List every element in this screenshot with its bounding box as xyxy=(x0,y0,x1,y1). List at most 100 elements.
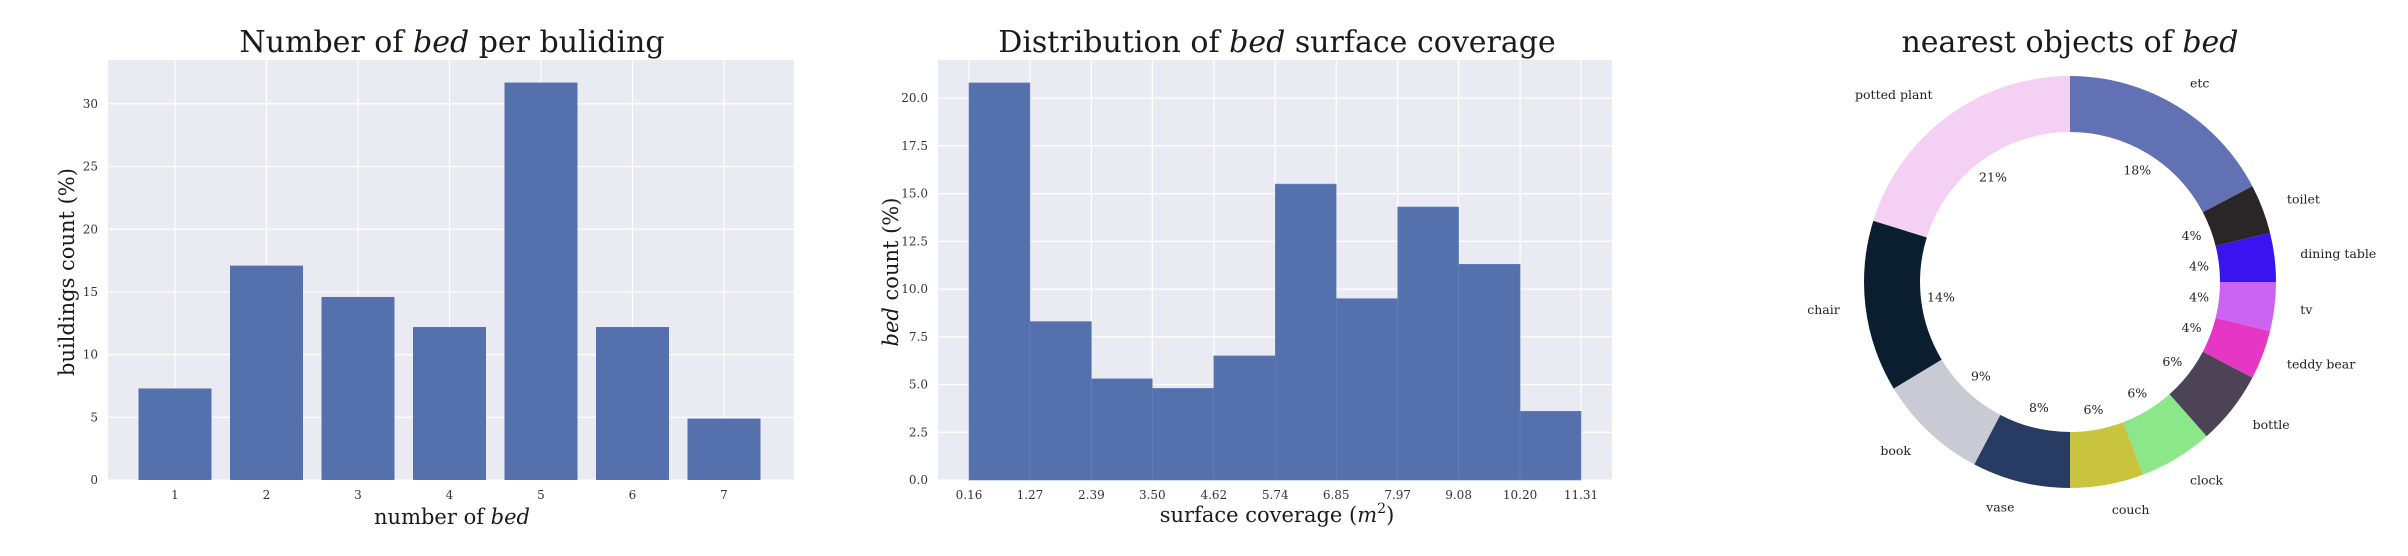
chart3-slice-percent: 14% xyxy=(1927,290,1955,305)
chart3-slice-percent: 18% xyxy=(2123,163,2151,178)
chart3-slice-label: etc xyxy=(2190,75,2209,90)
chart3-slice-label: toilet xyxy=(2287,192,2320,207)
chart2-bar xyxy=(1091,378,1153,481)
chart2-x-tick: 11.31 xyxy=(1564,488,1598,502)
chart3-slice-percent: 4% xyxy=(2182,228,2202,243)
chart2-y-ticks: 0.0 2.5 5.0 7.5 10.0 12.5 15.0 17.5 20.0 xyxy=(901,91,928,487)
chart1-bar xyxy=(138,388,212,480)
chart3-slice-label: vase xyxy=(1985,499,2014,514)
chart2-bar xyxy=(1274,183,1337,481)
chart2-x-tick: 2.39 xyxy=(1078,488,1105,502)
chart1-x-tick: 7 xyxy=(720,488,728,502)
chart3-slice xyxy=(1893,359,2001,465)
chart1-bar xyxy=(687,418,761,480)
chart3-slice-label: clock xyxy=(2190,473,2224,488)
chart3-slice-percent: 6% xyxy=(2127,385,2147,400)
chart2-y-tick: 5.0 xyxy=(909,378,928,392)
chart2-x-tick: 0.16 xyxy=(956,488,983,502)
chart2-y-axis-label: bed count (%) xyxy=(879,198,903,347)
chart3-slice-percent: 4% xyxy=(2189,290,2209,305)
chart2-bar xyxy=(1029,321,1092,481)
chart3-slice-label: tv xyxy=(2300,302,2313,317)
chart2-x-ticks: 0.16 1.27 2.39 3.50 4.62 5.74 6.85 7.97 9.08 10.2… xyxy=(956,488,1599,502)
chart-bed-per-building: Number of bed per buliding 051015202530 … xyxy=(55,25,794,529)
chart1-x-tick: 5 xyxy=(537,488,545,502)
chart3-slice xyxy=(2215,232,2276,282)
chart3-slice-percent: 6% xyxy=(2162,354,2182,369)
chart1-y-tick: 25 xyxy=(83,160,98,174)
chart3-slice xyxy=(1974,414,2070,488)
chart3-slice-labels: etc toilet dining table tv teddy bear bottle c… xyxy=(1807,75,2376,517)
chart2-title: Distribution of bed surface coverage xyxy=(998,25,1555,60)
chart3-slice-label: dining table xyxy=(2300,246,2376,261)
chart1-x-tick: 6 xyxy=(629,488,637,502)
chart2-y-tick: 20.0 xyxy=(901,91,928,105)
chart2-y-tick: 12.5 xyxy=(901,234,928,248)
chart2-bar xyxy=(1152,388,1215,481)
chart2-x-tick: 7.97 xyxy=(1384,488,1411,502)
chart2-x-tick: 1.27 xyxy=(1017,488,1044,502)
chart2-x-tick: 4.62 xyxy=(1200,488,1227,502)
chart1-bars xyxy=(138,82,761,480)
chart3-slice-percent: 4% xyxy=(2182,320,2202,335)
chart3-slice-percents: 18% 4% 4% 4% 4% 6% 6% 6% 8% 9% 14% 21% xyxy=(1927,163,2209,417)
chart3-slice xyxy=(2070,76,2253,213)
chart1-bar xyxy=(321,296,395,480)
chart2-x-axis-label: surface coverage (m2) xyxy=(1160,501,1395,527)
chart1-y-tick: 5 xyxy=(90,410,98,424)
chart1-bar xyxy=(230,265,303,480)
chart2-bar xyxy=(1335,298,1398,481)
chart1-y-axis-label: buildings count (%) xyxy=(55,168,79,376)
chart2-bar xyxy=(968,82,1031,481)
chart3-slice xyxy=(1873,76,2070,238)
chart-nearest-objects: nearest objects of bed etc toilet dining t… xyxy=(1807,25,2376,517)
chart3-slice-label: bottle xyxy=(2253,417,2290,432)
chart3-slice xyxy=(2070,422,2144,488)
chart-bed-surface-coverage: Distribution of bed surface coverage 0.0… xyxy=(879,25,1612,527)
chart3-slice xyxy=(2123,394,2207,475)
chart3-slice-label: potted plant xyxy=(1855,87,1932,102)
chart3-slice-percent: 21% xyxy=(1979,169,2007,184)
chart3-slices xyxy=(1864,76,2276,488)
chart1-x-ticks: 1 2 3 4 5 6 7 xyxy=(171,488,728,502)
chart1-y-tick: 10 xyxy=(83,348,98,362)
chart2-y-tick: 7.5 xyxy=(909,330,928,344)
chart1-bar xyxy=(413,327,486,480)
chart3-slice-percent: 6% xyxy=(2084,402,2104,417)
chart2-x-tick: 6.85 xyxy=(1323,488,1350,502)
chart1-y-ticks: 0 5 10 15 20 25 30 xyxy=(83,97,98,487)
chart3-slice xyxy=(2202,186,2271,247)
chart3-slice xyxy=(2169,351,2253,437)
chart3-slice xyxy=(1864,220,1942,389)
chart2-bar xyxy=(1213,355,1276,481)
chart2-x-tick: 3.50 xyxy=(1139,488,1166,502)
chart2-x-tick: 9.08 xyxy=(1445,488,1472,502)
chart1-y-tick: 30 xyxy=(83,97,98,111)
chart3-slice-label: teddy bear xyxy=(2287,356,2355,371)
chart3-slice xyxy=(2215,282,2276,332)
chart2-x-tick: 10.20 xyxy=(1503,488,1537,502)
chart1-title: Number of bed per buliding xyxy=(239,25,664,60)
chart3-slice-label: couch xyxy=(2112,502,2150,517)
chart1-y-tick: 20 xyxy=(83,222,98,236)
chart2-bars xyxy=(968,82,1582,481)
chart2-y-tick: 10.0 xyxy=(901,282,928,296)
chart3-slice-percent: 8% xyxy=(2029,400,2049,415)
chart1-bar xyxy=(596,327,669,480)
chart2-y-tick: 15.0 xyxy=(901,187,928,201)
chart2-y-tick: 2.5 xyxy=(909,425,928,439)
chart1-x-tick: 4 xyxy=(446,488,454,502)
chart3-slice-percent: 9% xyxy=(1971,369,1991,384)
chart2-bar xyxy=(1458,263,1521,481)
chart2-y-tick: 17.5 xyxy=(901,139,928,153)
chart2-bar xyxy=(1519,410,1582,481)
chart1-x-tick: 2 xyxy=(263,488,271,502)
chart1-x-tick: 3 xyxy=(354,488,362,502)
chart1-y-tick: 0 xyxy=(90,473,98,487)
chart2-y-tick: 0.0 xyxy=(909,473,928,487)
chart3-slice xyxy=(2202,317,2271,378)
chart3-slice-label: book xyxy=(1880,443,1911,458)
chart1-y-tick: 15 xyxy=(83,285,98,299)
chart3-slice-percent: 4% xyxy=(2189,258,2209,273)
